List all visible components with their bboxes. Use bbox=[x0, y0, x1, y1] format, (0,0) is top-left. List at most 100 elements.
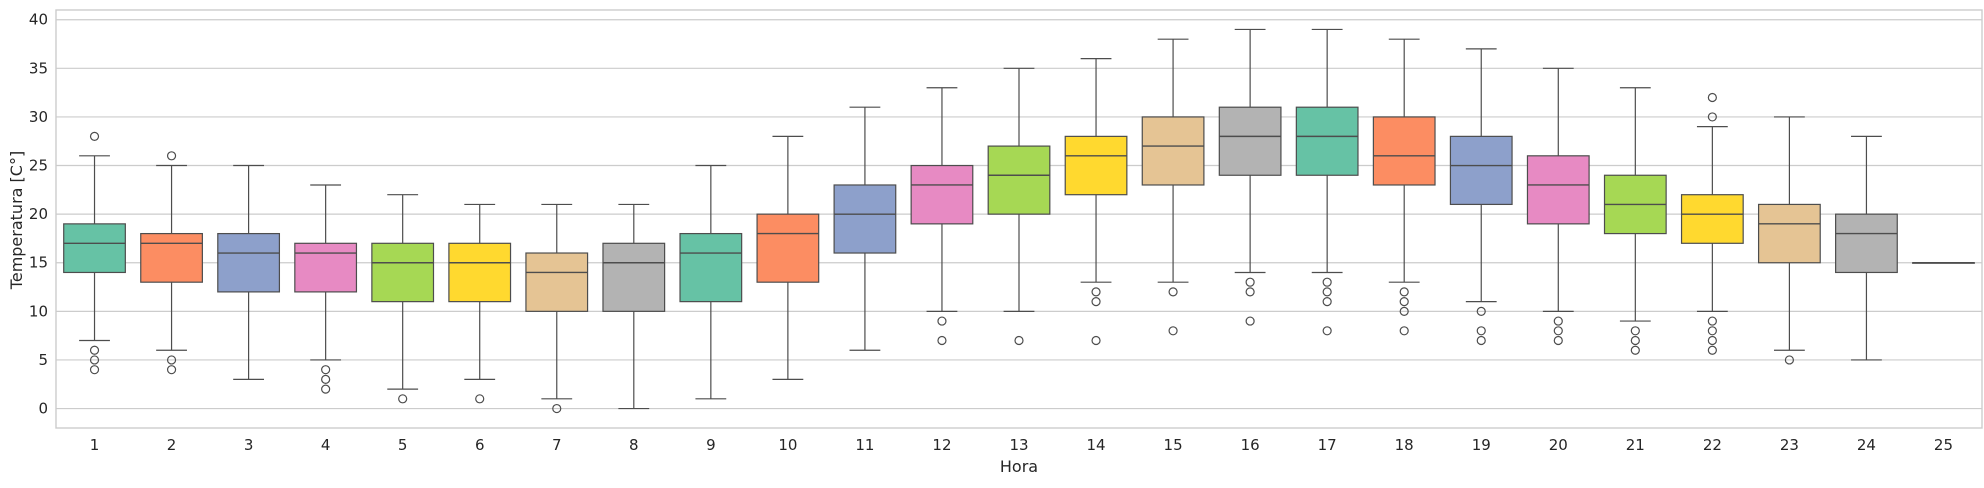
box-group bbox=[679, 164, 743, 400]
box-group bbox=[602, 203, 666, 410]
box-iqr bbox=[910, 164, 974, 225]
outlier-point bbox=[1707, 326, 1717, 336]
x-tick-label: 10 bbox=[778, 436, 797, 454]
y-tick-labels: 0 5 10 15 20 25 30 35 40 bbox=[29, 11, 48, 418]
box-iqr bbox=[217, 232, 281, 293]
x-tick-label: 8 bbox=[629, 436, 639, 454]
box-group bbox=[1912, 262, 1975, 264]
box-iqr bbox=[294, 242, 358, 293]
x-tick-label: 22 bbox=[1703, 436, 1722, 454]
plot-frame bbox=[55, 9, 1983, 429]
x-tick-label: 16 bbox=[1241, 436, 1260, 454]
outlier-point bbox=[1707, 335, 1717, 346]
box-group bbox=[1835, 135, 1898, 361]
box-iqr bbox=[1757, 203, 1821, 264]
box-group bbox=[371, 194, 435, 404]
box-group bbox=[1064, 58, 1128, 346]
x-axis-label: Hora bbox=[1000, 457, 1038, 476]
outlier-point bbox=[552, 403, 562, 414]
box-group bbox=[525, 203, 589, 414]
outlier-point bbox=[1707, 316, 1717, 326]
outlier-point bbox=[1476, 326, 1486, 336]
box-group bbox=[987, 67, 1051, 346]
outlier-point bbox=[1399, 287, 1409, 297]
y-tick-label: 20 bbox=[29, 205, 48, 223]
box-group bbox=[1449, 48, 1513, 346]
x-tick-label: 24 bbox=[1857, 436, 1876, 454]
x-tick-label: 6 bbox=[475, 436, 485, 454]
x-tick-label: 18 bbox=[1395, 436, 1414, 454]
box-iqr bbox=[1680, 194, 1744, 244]
outlier-point bbox=[166, 151, 177, 161]
x-tick-label: 14 bbox=[1086, 436, 1105, 454]
outlier-point bbox=[1630, 335, 1640, 346]
box-iqr bbox=[833, 184, 897, 254]
x-tick-label: 20 bbox=[1549, 436, 1568, 454]
box-iqr bbox=[371, 242, 435, 303]
box-iqr bbox=[602, 242, 666, 312]
box-iqr bbox=[1141, 116, 1205, 186]
outlier-point bbox=[1553, 316, 1563, 326]
box-iqr bbox=[1064, 135, 1128, 196]
outlier-point bbox=[1707, 345, 1717, 355]
outlier-point bbox=[1784, 355, 1795, 365]
boxes bbox=[63, 28, 1975, 414]
box-iqr bbox=[63, 223, 126, 274]
outlier-point bbox=[1245, 287, 1255, 297]
outlier-point bbox=[1322, 277, 1332, 287]
outlier-point bbox=[166, 355, 177, 365]
x-tick-label: 23 bbox=[1780, 436, 1799, 454]
outlier-point bbox=[1322, 297, 1332, 307]
x-tick-label: 2 bbox=[167, 436, 177, 454]
outlier-point bbox=[475, 394, 485, 404]
box-group bbox=[1603, 87, 1667, 355]
x-tick-label: 19 bbox=[1472, 436, 1491, 454]
x-tick-labels: 1 2 3 4 5 6 7 8 9 10 11 12 13 14 15 16 17 18 19 20 21 22 23 24 2… bbox=[90, 436, 1953, 454]
x-tick-label: 4 bbox=[321, 436, 331, 454]
box-group bbox=[448, 203, 512, 404]
x-tick-label: 12 bbox=[932, 436, 951, 454]
outlier-point bbox=[1399, 297, 1409, 307]
box-iqr bbox=[525, 252, 589, 312]
outlier-point bbox=[1707, 92, 1717, 103]
y-tick-label: 5 bbox=[38, 351, 48, 369]
box-iqr bbox=[1372, 116, 1436, 186]
box-group bbox=[833, 106, 897, 351]
box-group bbox=[1218, 28, 1282, 326]
x-tick-label: 25 bbox=[1934, 436, 1953, 454]
box-iqr bbox=[448, 242, 512, 303]
outlier-point bbox=[1014, 335, 1024, 346]
box-group bbox=[1141, 38, 1205, 336]
box-iqr bbox=[1295, 106, 1359, 176]
outlier-point bbox=[1091, 335, 1101, 346]
outlier-point bbox=[1707, 112, 1717, 122]
y-tick-label: 35 bbox=[29, 59, 48, 77]
outlier-point bbox=[1476, 335, 1486, 346]
box-iqr bbox=[1526, 155, 1590, 225]
y-axis-label: Temperatura [C°] bbox=[7, 151, 26, 290]
y-tick-label: 40 bbox=[29, 11, 48, 29]
x-tick-label: 21 bbox=[1626, 436, 1645, 454]
y-tick-label: 10 bbox=[29, 302, 48, 320]
box-iqr bbox=[756, 213, 820, 283]
outlier-point bbox=[398, 394, 408, 404]
box-group bbox=[63, 131, 126, 375]
outlier-point bbox=[89, 365, 100, 375]
box-group bbox=[217, 164, 281, 380]
box-iqr bbox=[987, 145, 1051, 215]
box-iqr bbox=[1449, 135, 1513, 206]
outlier-point bbox=[1168, 287, 1178, 297]
outlier-point bbox=[1245, 316, 1255, 326]
x-tick-label: 5 bbox=[398, 436, 408, 454]
box-group bbox=[1680, 92, 1744, 355]
box-group bbox=[294, 184, 358, 394]
box-iqr bbox=[1835, 213, 1898, 274]
x-tick-label: 9 bbox=[706, 436, 716, 454]
outlier-point bbox=[89, 131, 100, 141]
outlier-point bbox=[1322, 326, 1332, 336]
outlier-point bbox=[89, 345, 100, 355]
outlier-point bbox=[166, 365, 177, 375]
x-tick-label: 11 bbox=[855, 436, 874, 454]
y-tick-label: 15 bbox=[29, 254, 48, 272]
